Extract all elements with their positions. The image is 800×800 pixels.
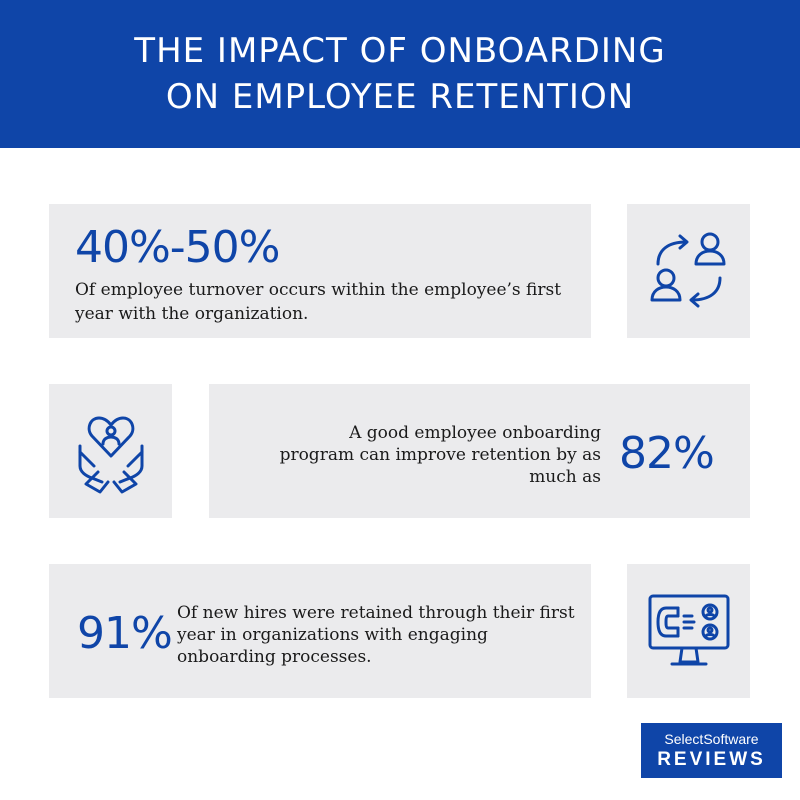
stat-value: 40%-50%	[75, 222, 280, 273]
hands-heart-person-icon	[49, 384, 172, 518]
logo-line-1: SelectSoftware	[664, 730, 759, 747]
brand-logo: SelectSoftware REVIEWS	[641, 723, 782, 778]
stat-value: 82%	[619, 428, 715, 479]
title-line-1: THE IMPACT OF ONBOARDING	[134, 31, 666, 71]
stat-card-onboarding-program: A good employee onboarding program can i…	[209, 384, 750, 518]
stat-card-turnover: 40%-50% Of employee turnover occurs with…	[49, 204, 591, 338]
header-banner: THE IMPACT OF ONBOARDING ON EMPLOYEE RET…	[0, 0, 800, 148]
people-exchange-icon	[627, 204, 750, 338]
stat-value: 91%	[77, 608, 173, 659]
stat-card-new-hires: 91% Of new hires were retained through t…	[49, 564, 591, 698]
stat-description: A good employee onboarding program can i…	[279, 423, 601, 487]
stat-description: Of new hires were retained through their…	[177, 603, 575, 667]
monitor-magnet-users-icon	[627, 564, 750, 698]
icon-tile-exchange	[627, 204, 750, 338]
logo-line-2: REVIEWS	[657, 748, 766, 770]
stat-description: Of employee turnover occurs within the e…	[75, 280, 562, 324]
icon-tile-monitor	[627, 564, 750, 698]
icon-tile-care	[49, 384, 172, 518]
title-line-2: ON EMPLOYEE RETENTION	[165, 77, 635, 117]
